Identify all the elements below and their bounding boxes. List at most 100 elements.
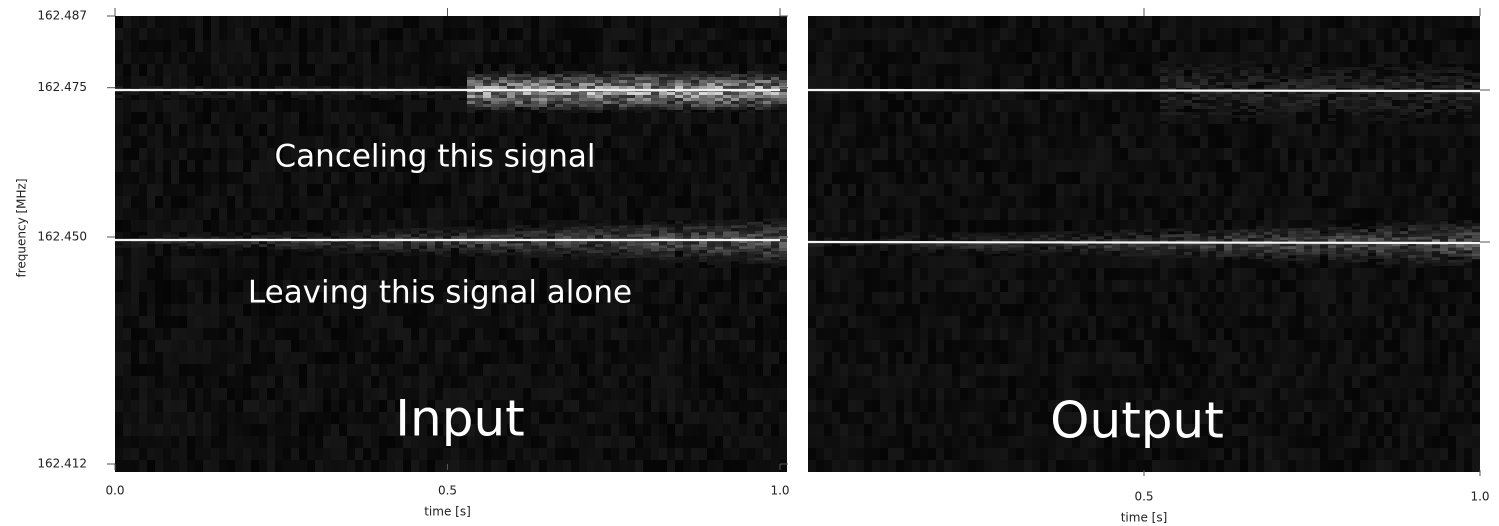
texture-cell	[507, 124, 515, 136]
texture-cell	[219, 328, 227, 340]
texture-cell	[475, 316, 483, 328]
texture-cell	[139, 244, 147, 247]
texture-cell	[563, 448, 571, 460]
texture-cell	[539, 71, 547, 74]
texture-cell	[179, 52, 187, 64]
texture-cell	[824, 100, 832, 112]
texture-cell	[763, 86, 771, 89]
texture-cell	[235, 220, 243, 232]
texture-cell	[547, 460, 555, 472]
texture-cell	[171, 460, 179, 472]
texture-cell	[547, 52, 555, 64]
texture-cell	[747, 101, 755, 104]
texture-cell	[531, 231, 539, 234]
texture-cell	[723, 148, 731, 160]
texture-cell	[627, 98, 635, 101]
texture-cell	[627, 80, 635, 83]
texture-cell	[491, 244, 499, 247]
texture-cell	[379, 184, 387, 196]
texture-cell	[547, 83, 555, 86]
texture-cell	[563, 251, 571, 254]
texture-cell	[603, 340, 611, 352]
texture-cell	[531, 234, 539, 237]
texture-cell	[459, 251, 467, 254]
texture-cell	[619, 101, 627, 104]
texture-cell	[619, 184, 627, 196]
texture-cell	[587, 235, 595, 238]
texture-cell	[747, 258, 755, 261]
texture-cell	[379, 40, 387, 52]
texture-cell	[763, 245, 771, 248]
texture-cell	[635, 436, 643, 448]
texture-cell	[643, 252, 651, 255]
texture-cell	[451, 112, 459, 124]
texture-cell	[363, 244, 371, 247]
texture-cell	[880, 160, 888, 172]
texture-cell	[339, 376, 347, 388]
texture-cell	[779, 242, 787, 245]
texture-cell	[243, 220, 251, 232]
texture-cell	[451, 196, 459, 208]
texture-cell	[203, 92, 211, 95]
texture-cell	[355, 64, 363, 76]
texture-cell	[483, 16, 491, 28]
texture-cell	[523, 86, 531, 89]
texture-cell	[187, 460, 195, 472]
texture-cell	[595, 376, 603, 388]
texture-cell	[667, 364, 675, 376]
texture-cell	[243, 124, 251, 136]
texture-cell	[739, 255, 747, 258]
texture-cell	[635, 208, 643, 220]
texture-cell	[880, 220, 888, 232]
texture-cell	[872, 352, 880, 364]
texture-cell	[691, 101, 699, 104]
texture-cell	[824, 280, 832, 292]
texture-cell	[291, 40, 299, 52]
texture-cell	[547, 77, 555, 80]
texture-cell	[547, 196, 555, 208]
texture-cell	[763, 292, 771, 304]
texture-cell	[723, 304, 731, 316]
texture-cell	[235, 242, 243, 245]
texture-cell	[435, 16, 443, 28]
texture-cell	[499, 340, 507, 352]
texture-cell	[579, 74, 587, 77]
texture-cell	[195, 112, 203, 124]
texture-cell	[531, 16, 539, 28]
texture-cell	[651, 227, 659, 230]
texture-cell	[771, 28, 779, 40]
texture-cell	[659, 224, 667, 227]
texture-cell	[880, 280, 888, 292]
texture-cell	[731, 243, 739, 246]
texture-cell	[307, 243, 315, 246]
texture-cell	[731, 77, 739, 80]
texture-cell	[531, 388, 539, 400]
texture-cell	[275, 16, 283, 28]
texture-cell	[507, 28, 515, 40]
texture-cell	[155, 160, 163, 172]
texture-cell	[307, 100, 315, 112]
texture-cell	[723, 112, 731, 124]
texture-cell	[619, 328, 627, 340]
texture-cell	[219, 256, 227, 268]
texture-cell	[691, 316, 699, 328]
texture-cell	[635, 448, 643, 460]
texture-cell	[131, 100, 139, 112]
texture-cell	[555, 254, 563, 257]
texture-cell	[587, 388, 595, 400]
texture-cell	[635, 28, 643, 40]
texture-cell	[267, 412, 275, 424]
texture-cell	[283, 220, 291, 232]
texture-cell	[371, 220, 379, 232]
texture-cell	[747, 340, 755, 352]
texture-cell	[195, 412, 203, 424]
texture-cell	[483, 328, 491, 340]
texture-cell	[147, 208, 155, 220]
texture-cell	[411, 28, 419, 40]
texture-cell	[219, 136, 227, 148]
texture-cell	[331, 248, 339, 251]
texture-cell	[371, 124, 379, 136]
texture-cell	[739, 252, 747, 255]
texture-cell	[451, 328, 459, 340]
texture-cell	[475, 352, 483, 364]
